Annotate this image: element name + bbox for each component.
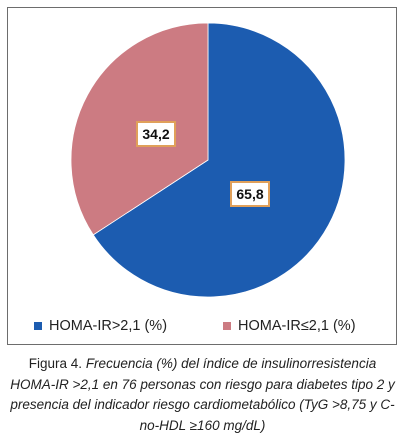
pie-data-label-text-0: 65,8 <box>236 186 263 202</box>
chart-frame: 65,8 34,2 HOMA-IR>2,1 (%) HOMA-IR≤2,1 (%) <box>7 7 397 345</box>
pie-slice-0 <box>92 22 346 298</box>
legend-item-homa-high: HOMA-IR>2,1 (%) <box>34 318 167 334</box>
caption-prefix: Figura 4. <box>28 356 86 371</box>
pie-data-label-box-0 <box>230 181 270 207</box>
pie-data-label-box-1 <box>136 121 176 147</box>
figure-caption: Figura 4. Frecuencia (%) del índice de i… <box>10 354 395 436</box>
pie-data-label-1: 34,2 <box>136 121 176 147</box>
legend-label-homa-high: HOMA-IR>2,1 (%) <box>49 318 168 334</box>
legend-swatch-homa-high <box>34 322 42 330</box>
pie-data-label-0: 65,8 <box>230 181 270 207</box>
pie-data-label-text-1: 34,2 <box>142 126 169 142</box>
legend-swatch-homa-low <box>223 322 231 330</box>
caption-text: Frecuencia (%) del índice de insulinorre… <box>10 356 395 433</box>
legend-item-homa-low: HOMA-IR≤2,1 (%) <box>223 318 356 334</box>
legend-label-homa-low: HOMA-IR≤2,1 (%) <box>238 318 356 334</box>
pie-chart: 65,8 34,2 <box>70 22 346 298</box>
